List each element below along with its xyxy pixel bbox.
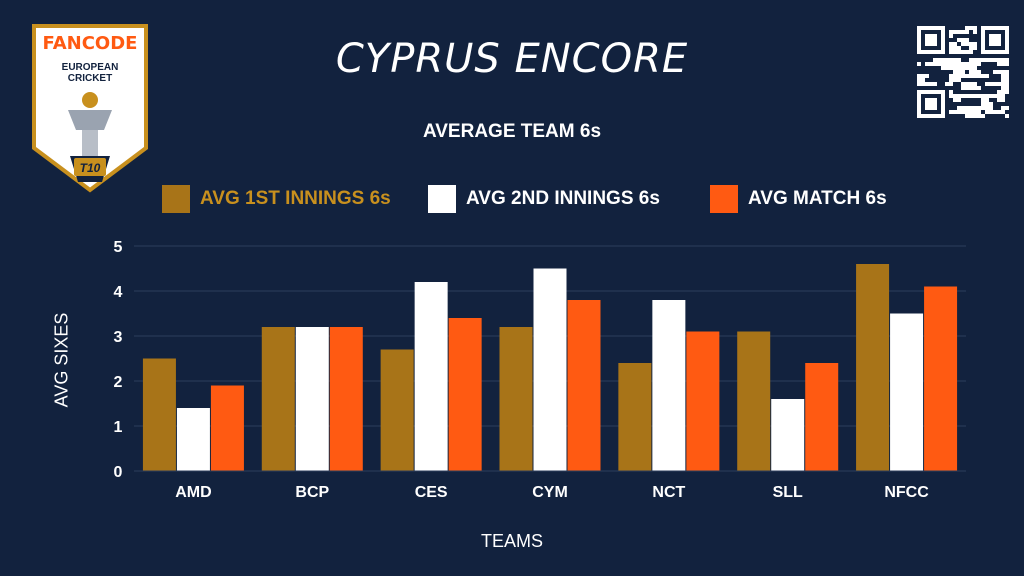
legend-swatch-match <box>710 185 738 213</box>
logo-badge-text: T10 <box>80 161 101 175</box>
bar-cym-series-1 <box>499 327 533 471</box>
legend-swatch-1st-innings <box>162 185 190 213</box>
chart-subtitle: AVERAGE TEAM 6s <box>422 121 602 142</box>
bar-nct-series-2 <box>652 300 686 471</box>
trophy-ball-icon <box>82 92 98 108</box>
bar-sll-series-1 <box>737 331 771 471</box>
legend-item-match: AVG MATCH 6s <box>710 185 887 213</box>
bar-sll-series-2 <box>771 399 805 471</box>
x-tick-label: CES <box>415 484 448 501</box>
bar-amd-series-1 <box>142 358 176 471</box>
legend-item-1st-innings: AVG 1ST INNINGS 6s <box>162 185 391 213</box>
bar-amd-series-3 <box>210 385 244 471</box>
chart-legend: AVG 1ST INNINGS 6s AVG 2ND INNINGS 6s AV… <box>0 185 1024 217</box>
legend-label-1st-innings: AVG 1ST INNINGS 6s <box>200 188 391 209</box>
x-tick-label: BCP <box>295 484 329 501</box>
bar-ces-series-2 <box>414 282 448 471</box>
x-tick-label: NCT <box>652 484 685 501</box>
legend-swatch-2nd-innings <box>428 185 456 213</box>
bar-nct-series-3 <box>686 331 720 471</box>
y-tick-label: 0 <box>114 464 123 481</box>
bar-cym-series-3 <box>567 300 601 471</box>
x-tick-label: CYM <box>532 484 568 501</box>
bar-amd-series-2 <box>176 408 210 471</box>
trophy-icon <box>68 110 112 130</box>
logo-line1-text: EUROPEAN <box>62 62 119 73</box>
page-title: CYPRUS ENCORE <box>335 36 689 82</box>
legend-label-match: AVG MATCH 6s <box>748 188 887 209</box>
y-tick-label: 2 <box>114 374 123 391</box>
logo-brand-text: FANCODE <box>43 33 138 54</box>
x-tick-label: SLL <box>773 484 803 501</box>
x-axis-label: TEAMS <box>480 531 543 551</box>
bar-nfcc-series-1 <box>856 264 890 471</box>
legend-label-2nd-innings: AVG 2ND INNINGS 6s <box>466 188 660 209</box>
x-tick-label: AMD <box>175 484 211 501</box>
fancode-european-cricket-logo: FANCODE EUROPEAN CRICKET T10 <box>32 24 148 193</box>
bar-bcp-series-3 <box>329 327 363 471</box>
bar-ces-series-3 <box>448 318 482 471</box>
y-tick-label: 4 <box>114 284 123 301</box>
bar-nfcc-series-2 <box>890 313 924 471</box>
bar-nct-series-1 <box>618 363 652 471</box>
y-tick-label: 5 <box>114 239 123 256</box>
bar-nfcc-series-3 <box>924 286 958 471</box>
bar-bcp-series-1 <box>261 327 295 471</box>
y-tick-label: 3 <box>114 329 123 346</box>
bar-sll-series-3 <box>805 363 839 471</box>
bar-bcp-series-2 <box>295 327 329 471</box>
x-tick-label: NFCC <box>884 484 929 501</box>
bar-ces-series-1 <box>380 349 414 471</box>
qr-code <box>917 26 1009 118</box>
bar-cym-series-2 <box>533 268 567 471</box>
legend-item-2nd-innings: AVG 2ND INNINGS 6s <box>428 185 660 213</box>
logo-line2-text: CRICKET <box>68 73 112 84</box>
y-tick-label: 1 <box>114 419 123 436</box>
